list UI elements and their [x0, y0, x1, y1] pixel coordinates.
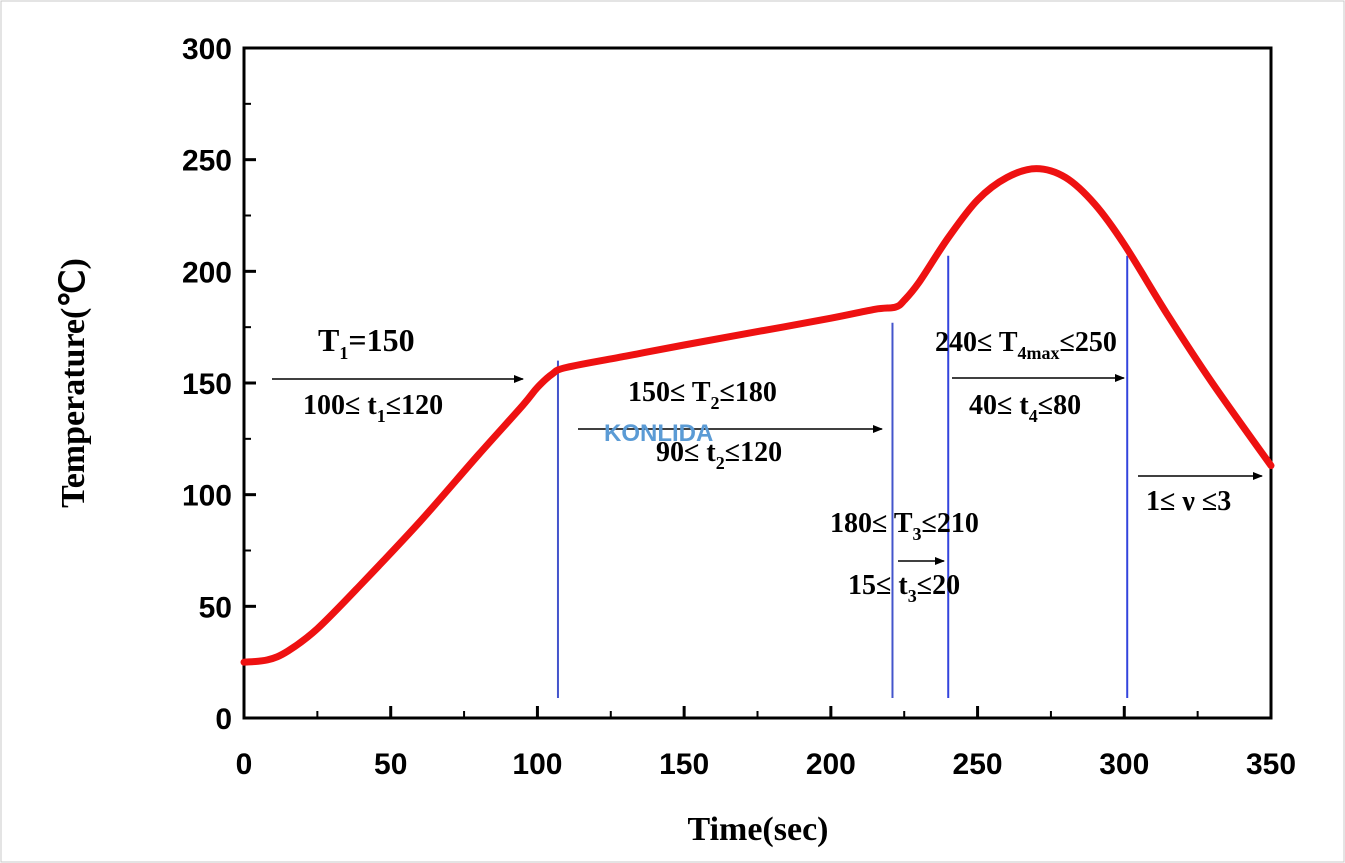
y-tick-label: 0	[215, 703, 232, 736]
vertical-markers	[556, 255, 1129, 698]
y-tick-label: 100	[182, 480, 232, 513]
y-tick-label: 300	[182, 33, 232, 66]
x-tick-label: 250	[953, 748, 1003, 781]
label-T3: 180≤ T3≤210	[830, 508, 979, 544]
x-tick-label: 300	[1099, 748, 1149, 781]
x-axis-title: Time(sec)	[688, 811, 829, 848]
y-tick-label: 50	[199, 591, 232, 624]
x-tick-label: 350	[1246, 748, 1296, 781]
watermark: KONLIDA	[604, 420, 713, 447]
label-t1: 100≤ t1≤120	[303, 390, 443, 426]
temperature-curve	[240, 165, 1275, 666]
label-T4max: 240≤ T4max≤250	[935, 327, 1117, 363]
x-tick-label: 200	[806, 748, 856, 781]
x-tick-label: 100	[512, 748, 562, 781]
y-axis-ticks: 0 50 100 150 200 250 300	[182, 33, 256, 736]
y-tick-label: 200	[182, 256, 232, 289]
x-tick-label: 0	[236, 748, 253, 781]
label-t4: 40≤ t4≤80	[969, 390, 1081, 426]
x-axis-ticks: 0 50 100 150 200 250 300 350	[236, 706, 1296, 781]
y-axis-title: Temperature(℃)	[55, 258, 92, 508]
x-tick-label: 150	[659, 748, 709, 781]
y-tick-label: 250	[182, 145, 232, 178]
label-T2: 150≤ T2≤180	[628, 377, 777, 413]
label-t3: 15≤ t3≤20	[848, 570, 960, 606]
label-cooling-rate: 1≤ ν ≤3	[1146, 486, 1231, 517]
x-tick-label: 50	[374, 748, 407, 781]
label-t2: 90≤ t2≤120	[656, 437, 782, 473]
annotation-arrows	[272, 374, 1263, 565]
y-tick-label: 150	[182, 368, 232, 401]
label-T1: T1=150	[318, 322, 415, 363]
